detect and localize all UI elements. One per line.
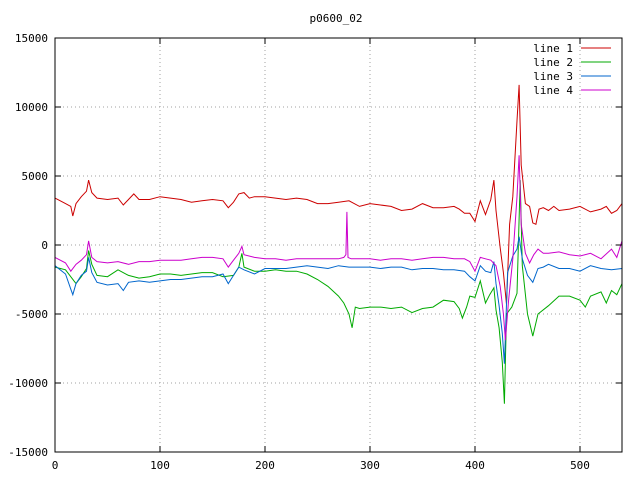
y-tick-label: -15000 [8,446,48,459]
legend-label-1: line 1 [533,42,573,55]
plot-frame [54,37,623,453]
y-tick-label: 10000 [15,101,48,114]
y-tick-label: 0 [41,239,48,252]
legend-label-3: line 3 [533,70,573,83]
grid [55,38,622,452]
legend-label-4: line 4 [533,84,573,97]
series-line-4 [54,155,623,341]
chart-title: p0600_02 [310,12,363,25]
x-tick-label: 200 [255,459,275,472]
x-tick-label: 0 [52,459,59,472]
series-line-2 [54,180,623,404]
legend-label-2: line 2 [533,56,573,69]
series-line-3 [54,236,623,364]
y-tick-label: -10000 [8,377,48,390]
y-tick-label: 5000 [22,170,49,183]
x-tick-label: 400 [465,459,485,472]
x-tick-label: 500 [570,459,590,472]
series-group [54,84,623,404]
y-axis-ticks: -15000 -10000 -5000 0 5000 10000 15000 [8,32,622,459]
x-tick-label: 100 [150,459,170,472]
y-tick-label: 15000 [15,32,48,45]
series-line-1 [54,84,623,305]
y-tick-label: -5000 [15,308,48,321]
x-axis-ticks: 0 100 200 300 400 500 [52,38,590,472]
x-tick-label: 300 [360,459,380,472]
